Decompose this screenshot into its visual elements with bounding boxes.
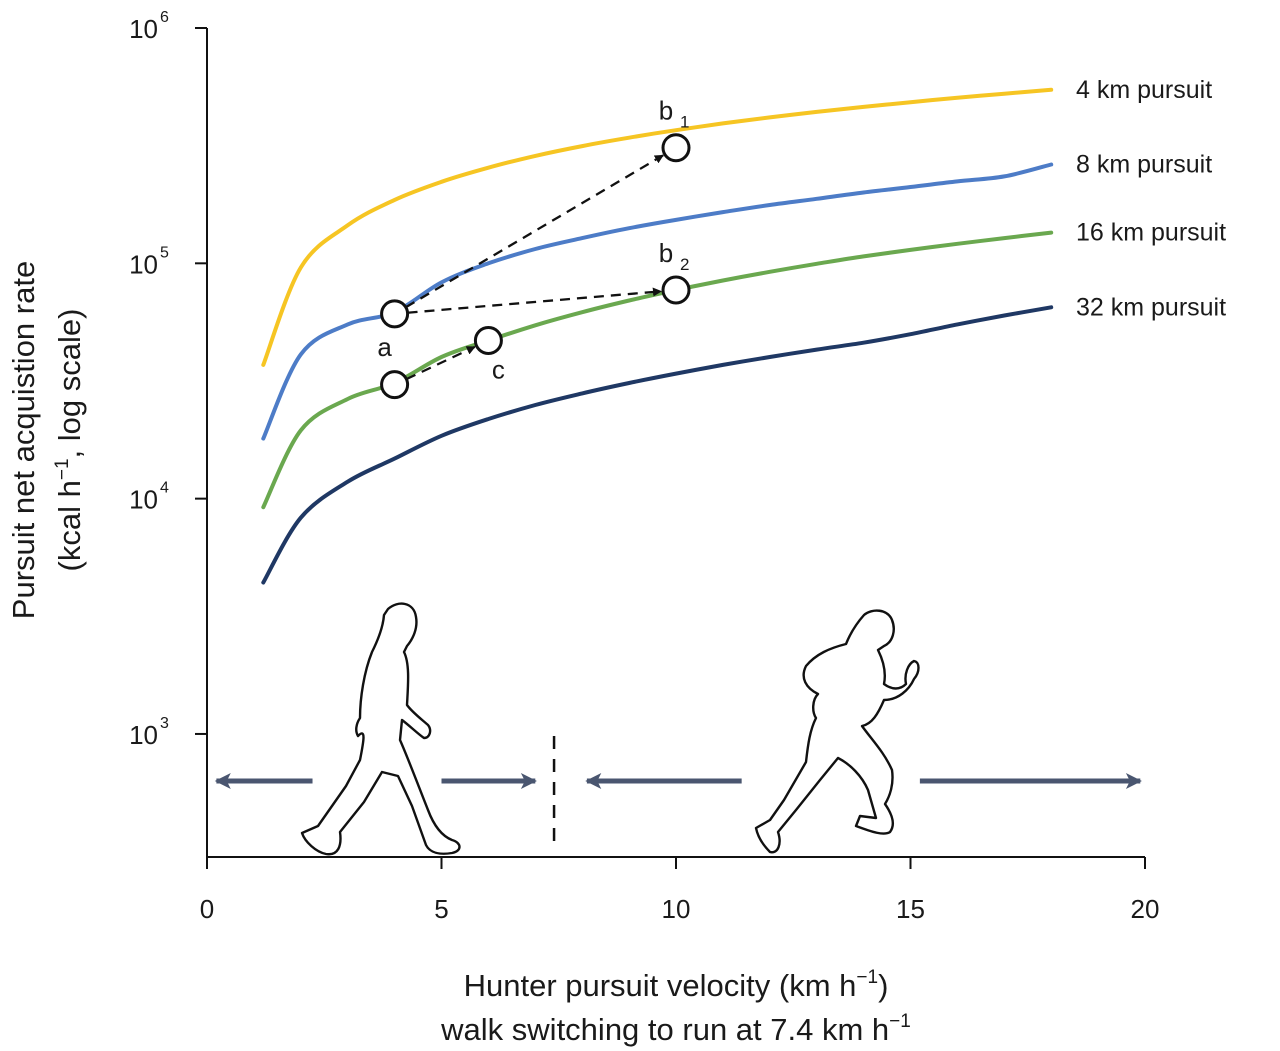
y-tick-exponent: 3 [160, 715, 169, 732]
legend-label-16-km-pursuit: 16 km pursuit [1076, 219, 1226, 247]
y-tick-label: 10 [129, 485, 158, 515]
y-tick-exponent: 5 [160, 244, 169, 261]
x-tick-label: 10 [662, 894, 691, 924]
x-tick-label: 20 [1131, 894, 1160, 924]
series-line-32-km-pursuit [261, 305, 1054, 585]
y-tick-label: 10 [129, 249, 158, 279]
point-a-label: a [377, 332, 392, 362]
y-axis-title-line1: Pursuit net acquistion rate [6, 261, 41, 619]
transition-arrow-1 [405, 154, 664, 309]
y-tick-label: 10 [129, 14, 158, 44]
point-b1-subscript: 1 [680, 113, 689, 132]
x-tick-label: 0 [200, 894, 214, 924]
point-b2-marker [661, 275, 691, 305]
series-line-4-km-pursuit [261, 87, 1054, 367]
point-start-marker [380, 370, 410, 400]
point-b2-subscript: 2 [680, 255, 689, 274]
y-axis-title-line2: (kcal h−1, log scale) [52, 309, 87, 572]
y-tick-exponent: 4 [160, 480, 169, 497]
y-axis-title: Pursuit net acquistion rate (kcal h−1, l… [6, 261, 87, 619]
x-tick-label: 15 [896, 894, 925, 924]
point-c-marker [473, 325, 503, 355]
point-b2-label: b [659, 238, 673, 268]
transition-arrow-3 [405, 345, 476, 381]
x-axis-title-line1: Hunter pursuit velocity (km h−1) [464, 967, 889, 1003]
legend-label-32-km-pursuit: 32 km pursuit [1076, 293, 1226, 321]
point-c-label: c [492, 354, 505, 384]
y-tick-exponent: 6 [160, 9, 169, 26]
point-a-marker [380, 299, 410, 329]
point-b1-label: b [659, 96, 673, 126]
running-person-icon [754, 609, 920, 854]
legend-label-4-km-pursuit: 4 km pursuit [1076, 76, 1212, 104]
x-tick-label: 5 [434, 894, 448, 924]
y-tick-label: 10 [129, 720, 158, 750]
point-b1-marker [661, 133, 691, 163]
x-axis-title-line2: walk switching to run at 7.4 km h−1 [440, 1011, 911, 1047]
transition-arrow-2 [407, 287, 662, 314]
walking-person-icon [300, 602, 461, 856]
legend-label-8-km-pursuit: 8 km pursuit [1076, 150, 1212, 178]
